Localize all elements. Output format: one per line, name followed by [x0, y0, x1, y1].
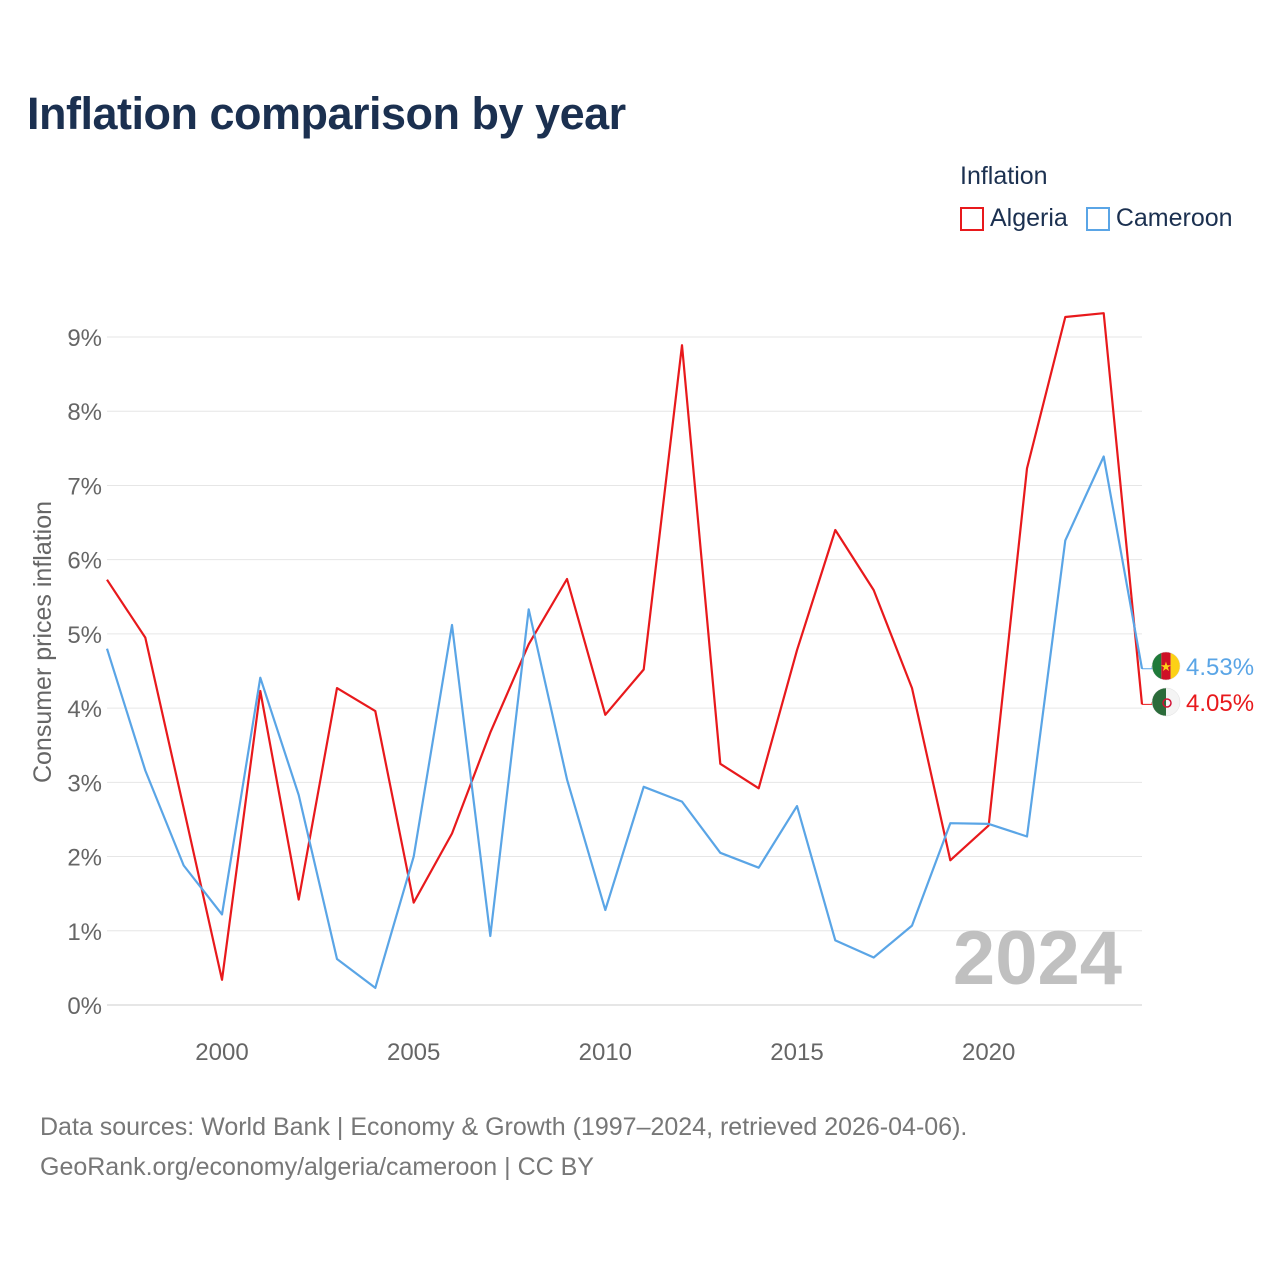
- y-tick-label: 8%: [67, 399, 102, 426]
- series-line-algeria[interactable]: [106, 312, 1144, 981]
- legend-label-cameroon: Cameroon: [1115, 204, 1233, 232]
- x-tick-label: 2020: [962, 1039, 1015, 1066]
- legend-swatch-algeria: [960, 206, 984, 231]
- legend-swatch-cameroon: [1085, 206, 1110, 231]
- legend-title: Inflation: [960, 162, 1048, 190]
- x-tick-label: 2005: [387, 1039, 440, 1066]
- y-tick-label: 2%: [67, 845, 102, 872]
- y-tick-label: 6%: [67, 548, 102, 575]
- footer-source: Data sources: World Bank | Economy & Gro…: [40, 1113, 968, 1141]
- legend-label-algeria: Algeria: [990, 204, 1068, 232]
- svg-text:★: ★: [1160, 660, 1172, 675]
- y-axis-label: Consumer prices inflation: [29, 501, 57, 783]
- chart-title: Inflation comparison by year: [27, 88, 626, 139]
- cameroon-flag-icon: ★: [1152, 652, 1180, 680]
- y-tick-label: 5%: [67, 622, 102, 649]
- legend: Algeria Cameroon: [960, 204, 1251, 233]
- end-value-label-cameroon: 4.53%: [1186, 654, 1254, 681]
- y-tick-label: 1%: [67, 919, 102, 946]
- x-tick-label: 2010: [579, 1039, 632, 1066]
- y-axis-ticks: 0% 1% 2% 3% 4% 5% 6% 7% 8% 9%: [67, 325, 102, 1020]
- y-tick-label: 0%: [67, 993, 102, 1020]
- y-tick-label: 4%: [67, 696, 102, 723]
- end-connector: [1142, 702, 1153, 705]
- algeria-flag-icon: [1152, 688, 1180, 716]
- end-connector: [1142, 666, 1153, 670]
- series-lines: [105, 312, 1144, 990]
- line-chart: 0% 1% 2% 3% 4% 5% 6% 7% 8% 9% 2000 2005 2010 2015 202…: [29, 312, 1254, 1066]
- legend-item-algeria[interactable]: Algeria: [960, 204, 1068, 233]
- legend-item-cameroon[interactable]: Cameroon: [1085, 204, 1233, 233]
- footer-link[interactable]: GeoRank.org/economy/algeria/cameroon | C…: [40, 1153, 594, 1181]
- end-value-label-algeria: 4.05%: [1186, 690, 1254, 717]
- x-axis-ticks: 2000 2005 2010 2015 2020: [195, 1039, 1015, 1066]
- end-labels: ★ 4.53% 4.05%: [1142, 651, 1254, 717]
- year-watermark: 2024: [953, 916, 1122, 1001]
- y-tick-label: 7%: [67, 473, 102, 500]
- y-tick-label: 9%: [67, 325, 102, 352]
- x-tick-label: 2015: [770, 1039, 823, 1066]
- y-tick-label: 3%: [67, 770, 102, 797]
- series-line-cameroon[interactable]: [105, 455, 1144, 990]
- footer: Data sources: World Bank | Economy & Gro…: [40, 1107, 967, 1187]
- gridlines: [107, 336, 1142, 1006]
- x-tick-label: 2000: [195, 1039, 248, 1066]
